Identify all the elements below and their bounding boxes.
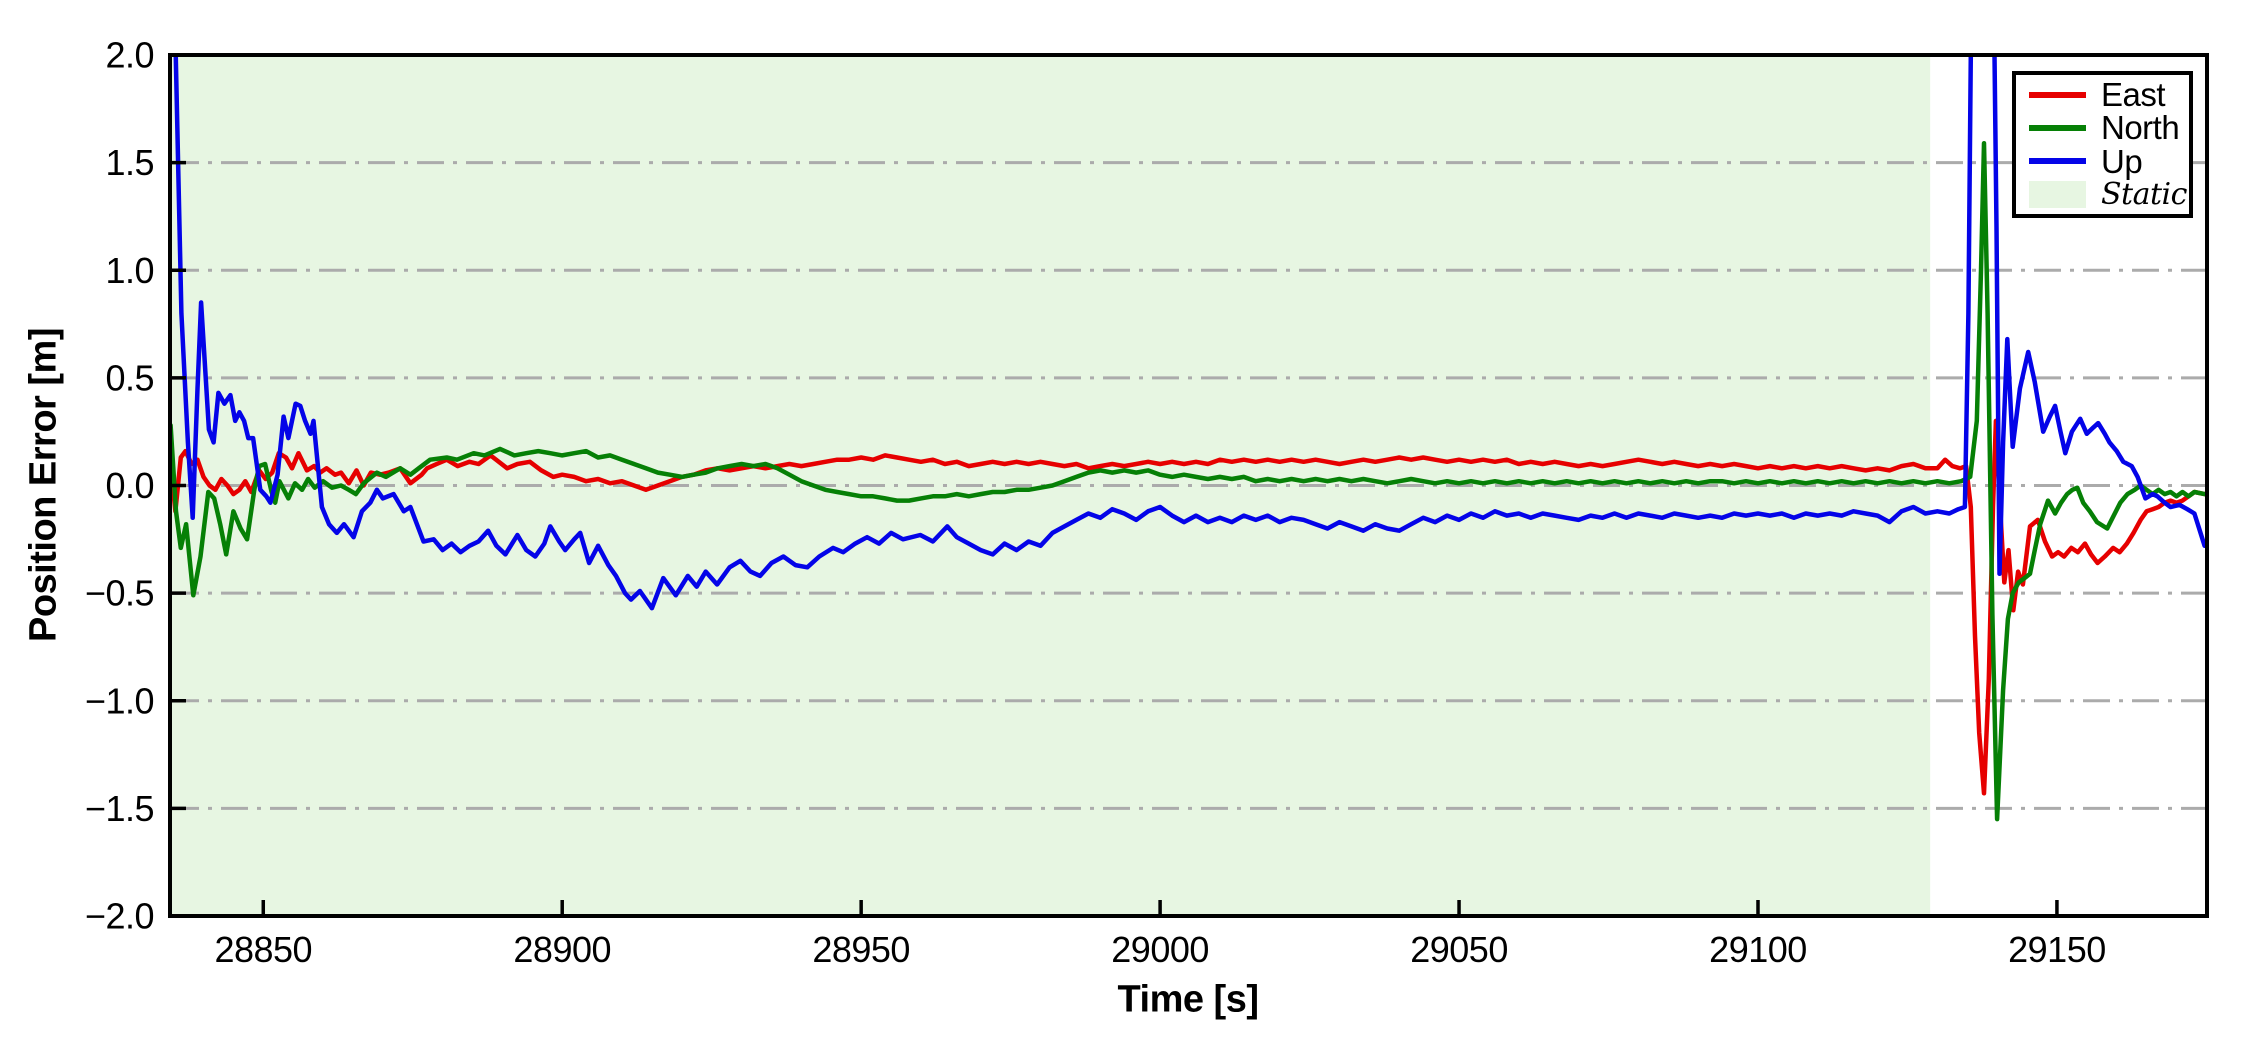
north-line-swatch	[2029, 124, 2086, 131]
y-tick-label-0: 0.0	[105, 465, 154, 506]
legend-entry-static: Static	[2016, 178, 2189, 211]
plot-border	[168, 53, 2209, 918]
y-tick-label-1.5: 1.5	[105, 142, 154, 183]
x-tick-label-29150: 29150	[2008, 929, 2106, 970]
series-line-north	[170, 141, 2207, 822]
y-tick-label--2: −2.0	[85, 896, 154, 937]
x-tick-label-28850: 28850	[214, 929, 312, 970]
legend-label-north: North	[2101, 109, 2180, 147]
y-axis-label: Position Error [m]	[22, 327, 65, 643]
series-line-up	[173, 55, 2207, 611]
series-layer	[170, 55, 2207, 822]
legend-entry-up: Up	[2016, 145, 2189, 178]
tick-marks	[172, 53, 2059, 918]
series-line-east	[170, 418, 2207, 796]
axes-spines	[168, 53, 2209, 918]
legend-label-static: Static	[2101, 176, 2187, 212]
legend-label-east: East	[2101, 76, 2166, 114]
y-tick-label-1: 1.0	[105, 250, 154, 291]
x-tick-label-28900: 28900	[513, 929, 611, 970]
static-patch-swatch	[2029, 180, 2086, 208]
legend-label-up: Up	[2101, 142, 2143, 180]
x-tick-label-29000: 29000	[1111, 929, 1209, 970]
legend: East North Up Static	[2012, 71, 2193, 218]
x-tick-label-29100: 29100	[1709, 929, 1807, 970]
up-line-swatch	[2029, 158, 2086, 165]
y-tick-label--1.5: −1.5	[85, 788, 154, 829]
x-tick-label-29050: 29050	[1410, 929, 1508, 970]
legend-entry-east: East	[2016, 78, 2189, 111]
tick-labels: 28850 28900 28950 29000 29050 29100 29150 2.0 1.…	[85, 35, 2106, 971]
east-line-swatch	[2029, 91, 2086, 98]
y-tick-label-2: 2.0	[105, 35, 154, 76]
x-axis-label: Time [s]	[1117, 978, 1259, 1021]
x-tick-label-28950: 28950	[812, 929, 910, 970]
y-tick-label--0.5: −0.5	[85, 573, 154, 614]
grid-layer	[172, 161, 2205, 810]
legend-entry-north: North	[2016, 111, 2189, 144]
y-tick-label--1: −1.0	[85, 680, 154, 721]
y-tick-label-0.5: 0.5	[105, 357, 154, 398]
